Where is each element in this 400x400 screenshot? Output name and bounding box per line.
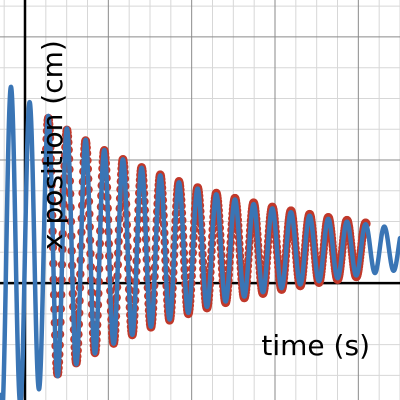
model-series (0, 84, 400, 400)
y-axis-label: x position (cm) (36, 40, 69, 250)
model-curve (0, 84, 400, 400)
x-axis-label: time (s) (261, 329, 370, 362)
